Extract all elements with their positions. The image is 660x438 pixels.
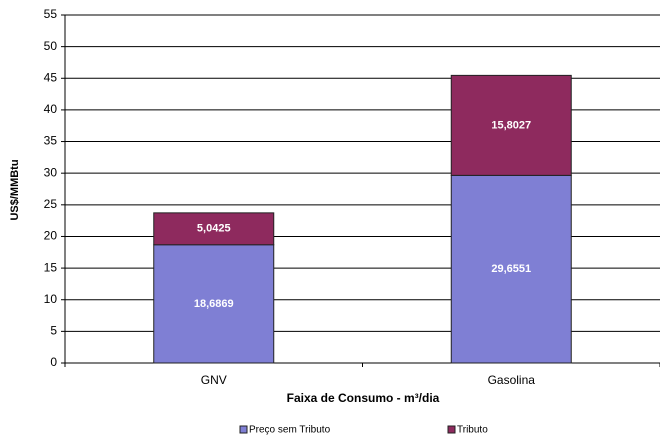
y-tick-label: 45 (44, 70, 58, 84)
x-tick-label: Gasolina (488, 373, 536, 387)
legend-swatch (239, 425, 248, 434)
bar-segment (153, 212, 275, 246)
x-tick-label: GNV (201, 373, 227, 387)
y-tick-label: 30 (44, 165, 58, 179)
bar-segment (450, 174, 572, 364)
y-tick-label: 5 (50, 324, 57, 338)
legend-swatch (447, 425, 456, 434)
y-tick-label: 20 (44, 229, 58, 243)
value-label: 29,6551 (491, 263, 531, 275)
y-tick-label: 50 (44, 39, 58, 53)
y-tick-label: 15 (44, 260, 58, 274)
y-tick-label: 10 (44, 292, 58, 306)
bar-segment (450, 74, 572, 176)
legend-label: Preço sem Tributo (249, 425, 331, 436)
y-tick-label: 25 (44, 197, 58, 211)
legend-label: Tributo (457, 425, 488, 436)
y-axis-title: US$/MMBtu (9, 159, 21, 220)
y-tick-label: 0 (50, 355, 57, 369)
value-label: 18,6869 (194, 298, 234, 310)
x-axis-title: Faixa de Consumo - m³/dia (287, 391, 440, 405)
bar-segment (153, 244, 275, 364)
y-tick-label: 40 (44, 102, 58, 116)
y-tick-label: 35 (44, 134, 58, 148)
y-tick-label: 55 (44, 7, 58, 21)
value-label: 15,8027 (491, 119, 531, 131)
value-label: 5,0425 (197, 223, 231, 235)
